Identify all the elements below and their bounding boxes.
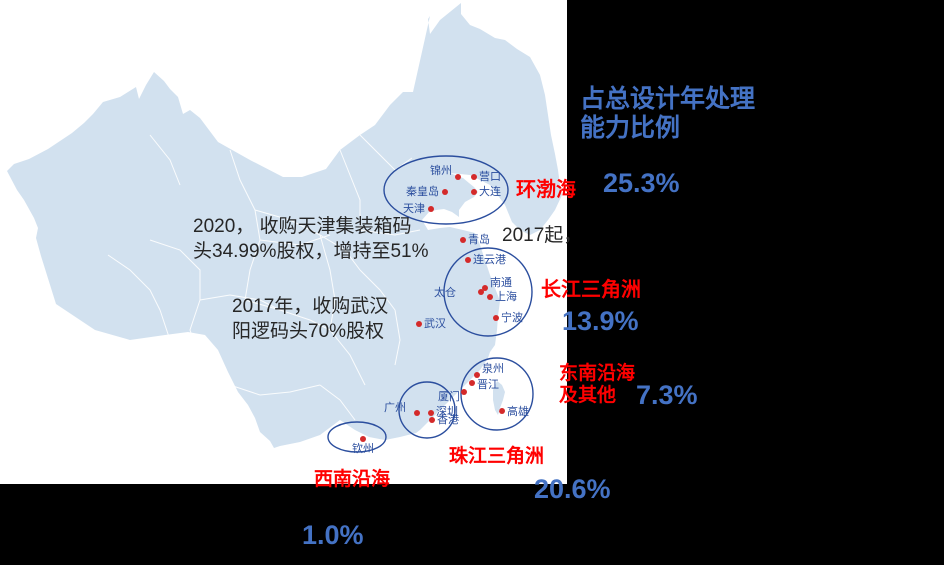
svg-text:2017年，收购武汉: 2017年，收购武汉 xyxy=(232,295,388,317)
svg-text:1.0%: 1.0% xyxy=(302,520,364,550)
svg-text:东南沿海: 东南沿海 xyxy=(559,361,635,384)
svg-text:钦州: 钦州 xyxy=(352,442,374,455)
svg-text:厦门: 厦门 xyxy=(438,389,460,403)
svg-text:珠江三角洲: 珠江三角洲 xyxy=(449,444,544,467)
svg-text:泉州: 泉州 xyxy=(482,361,504,375)
svg-text:25.3%: 25.3% xyxy=(603,168,680,198)
svg-text:阳逻码头70%股权: 阳逻码头70%股权 xyxy=(232,320,384,342)
svg-text:广州: 广州 xyxy=(384,401,406,414)
svg-text:头34.99%股权，增持至51%: 头34.99%股权，增持至51% xyxy=(193,240,429,262)
svg-text:锦州: 锦州 xyxy=(430,163,452,177)
svg-text:及其他: 及其他 xyxy=(559,383,616,406)
svg-text:20.6%: 20.6% xyxy=(534,474,611,504)
svg-text:大连: 大连 xyxy=(479,184,501,198)
svg-text:武汉: 武汉 xyxy=(424,317,446,330)
svg-text:高雄: 高雄 xyxy=(507,404,529,418)
svg-text:能力比例: 能力比例 xyxy=(580,113,680,142)
svg-text:7.3%: 7.3% xyxy=(636,380,698,410)
svg-text:香港: 香港 xyxy=(437,413,459,426)
svg-text:占总设计年处理: 占总设计年处理 xyxy=(580,84,755,113)
svg-text:连云港: 连云港 xyxy=(473,253,506,266)
svg-text:晋江: 晋江 xyxy=(477,378,499,391)
svg-text:环渤海: 环渤海 xyxy=(516,177,576,201)
svg-text:2017起，: 2017起， xyxy=(502,224,582,246)
svg-text:宁波: 宁波 xyxy=(501,310,523,324)
svg-text:长江三角洲: 长江三角洲 xyxy=(541,277,641,301)
svg-text:太仓: 太仓 xyxy=(434,285,456,299)
svg-text:西南沿海: 西南沿海 xyxy=(314,467,390,490)
svg-text:营口: 营口 xyxy=(479,169,501,183)
svg-text:13.9%: 13.9% xyxy=(562,306,639,336)
svg-text:上海: 上海 xyxy=(495,289,517,303)
svg-text:南通: 南通 xyxy=(490,276,512,289)
svg-text:2020， 收购天津集装箱码: 2020， 收购天津集装箱码 xyxy=(193,215,412,237)
svg-text:青岛: 青岛 xyxy=(468,232,490,246)
svg-text:秦皇岛: 秦皇岛 xyxy=(406,184,439,198)
svg-text:天津: 天津 xyxy=(403,202,425,215)
